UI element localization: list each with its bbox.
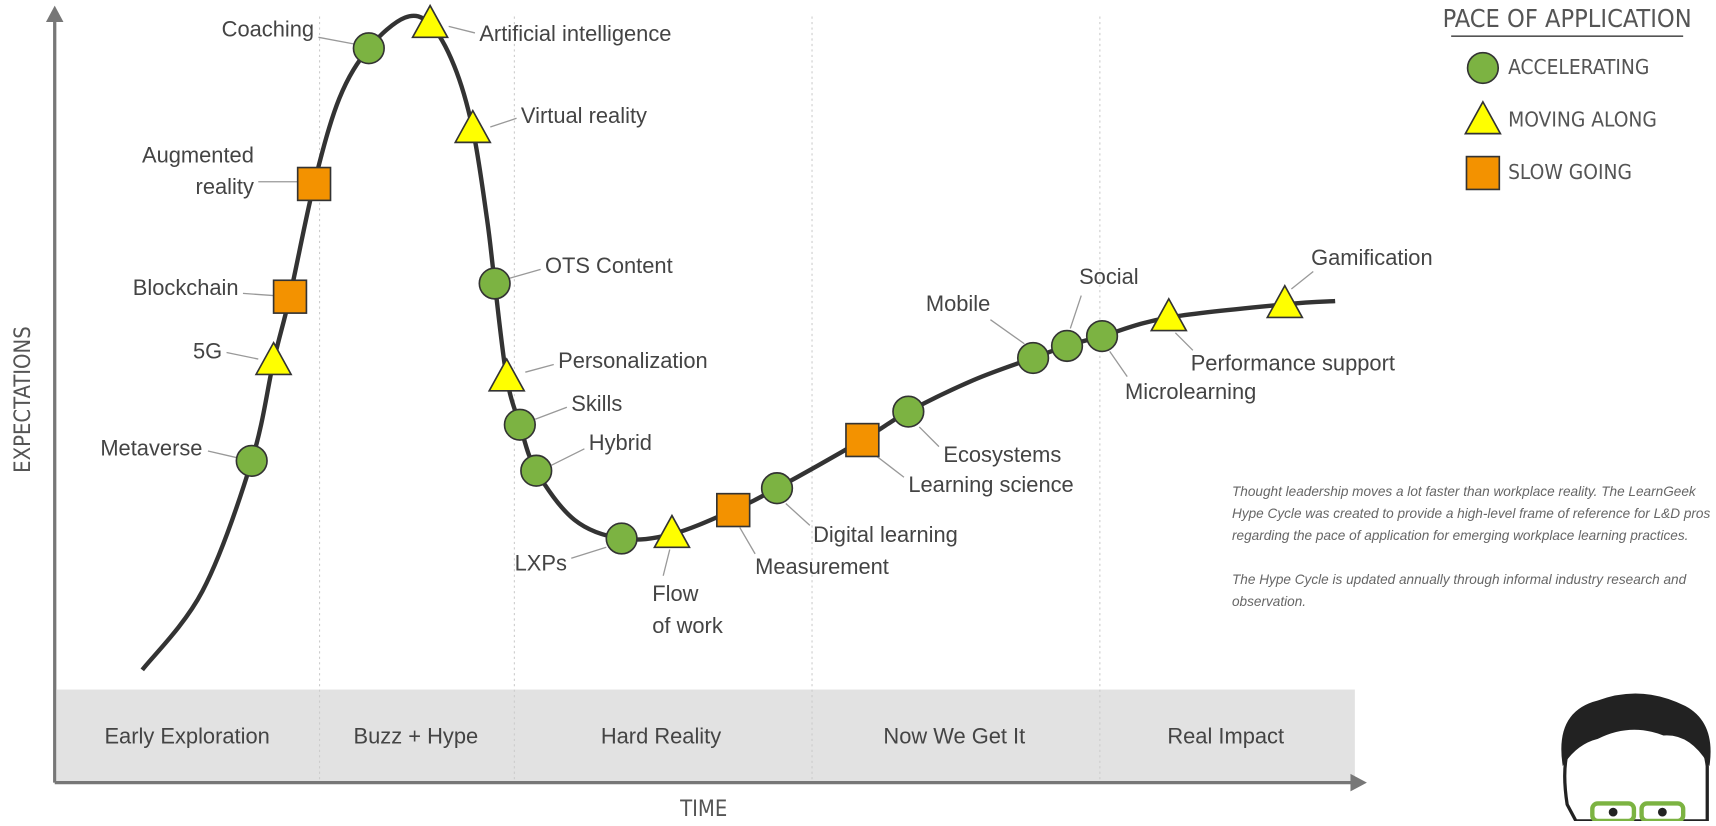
notes: Thought leadership moves a lot faster th…	[1232, 481, 1716, 635]
y-axis-label: EXPECTATIONS	[11, 326, 36, 473]
leader-line	[785, 503, 811, 526]
legend-marker	[1463, 100, 1502, 135]
node-label: Hybrid	[589, 430, 652, 455]
leader-line	[242, 292, 274, 297]
leader-line	[1069, 295, 1082, 329]
node-marker	[520, 454, 553, 487]
leader-line	[509, 268, 541, 279]
phase-band	[56, 689, 1355, 783]
leader-line	[207, 450, 237, 459]
hype-curve	[140, 13, 1336, 672]
leader-line	[318, 36, 354, 45]
legend-marker	[1465, 155, 1501, 191]
phase-label: Hard Reality	[601, 724, 721, 749]
leader-line	[226, 351, 259, 360]
node-label: Metaverse	[100, 436, 202, 461]
node-marker	[352, 32, 385, 65]
node-marker	[411, 3, 449, 39]
leader-line	[448, 25, 476, 34]
node-label: OTS Content	[545, 253, 673, 278]
node-marker	[1016, 341, 1050, 375]
leader-line	[1174, 332, 1194, 351]
node-marker	[845, 422, 880, 458]
node-marker	[453, 108, 492, 144]
node-marker	[272, 279, 308, 314]
legend-label: MOVING ALONG	[1508, 107, 1657, 131]
leader-line	[534, 406, 568, 420]
node-label: Artificial intelligence	[479, 21, 671, 46]
leader-line	[490, 117, 517, 128]
legend-marker	[1466, 51, 1500, 85]
leader-line	[990, 319, 1025, 345]
node-label: 5G	[193, 338, 222, 363]
node-marker	[478, 267, 511, 300]
phase-label: Buzz + Hype	[354, 724, 479, 749]
leader-line	[1109, 351, 1128, 377]
node-marker	[487, 357, 526, 392]
note: The Hype Cycle is updated annually throu…	[1232, 572, 1687, 609]
node-marker	[760, 472, 794, 505]
node-label: Gamification	[1311, 245, 1433, 270]
note: Thought leadership moves a lot faster th…	[1232, 484, 1711, 543]
y-arrow	[45, 5, 64, 22]
node-marker	[1085, 319, 1119, 353]
node-marker	[653, 513, 691, 549]
x-axis-label: TIME	[679, 797, 727, 821]
node-label: Blockchain	[133, 275, 239, 300]
node-label: of work	[652, 613, 723, 638]
node-label: Skills	[571, 391, 622, 416]
node-marker	[892, 395, 925, 428]
node-marker	[296, 166, 332, 202]
leader-line	[875, 454, 905, 478]
node-label: Learning science	[908, 472, 1073, 497]
x-arrow	[1350, 773, 1367, 792]
node-marker	[605, 522, 638, 555]
node-marker	[1265, 284, 1304, 319]
leader-line	[551, 448, 585, 466]
phase-label: Real Impact	[1167, 724, 1284, 749]
node-marker	[235, 444, 268, 477]
node-label: Microlearning	[1125, 379, 1256, 404]
node-label: Mobile	[926, 291, 990, 316]
leader-line	[1290, 271, 1314, 290]
node-label: LXPs	[515, 551, 567, 576]
node-marker	[716, 492, 751, 528]
node-label: Virtual reality	[521, 103, 647, 128]
node-marker	[503, 408, 536, 441]
legend-label: ACCELERATING	[1508, 55, 1649, 79]
node-label: Measurement	[755, 554, 889, 579]
node-label: Ecosystems	[943, 442, 1061, 467]
node-label: Performance support	[1191, 350, 1395, 375]
node-label: Digital learning	[813, 522, 958, 547]
legend-label: SLOW GOING	[1508, 160, 1632, 184]
leader-line	[739, 527, 756, 555]
leader-line	[525, 363, 554, 373]
leader-line	[662, 549, 671, 576]
legend-title: PACE OF APPLICATION	[1443, 4, 1692, 33]
node-marker	[254, 340, 293, 376]
node-label: reality	[196, 174, 254, 199]
node-label: Coaching	[222, 17, 314, 42]
phase-label: Now We Get It	[883, 724, 1025, 749]
node-marker	[1050, 329, 1084, 363]
node-label: Personalization	[558, 348, 708, 373]
face-icon	[1561, 693, 1711, 824]
node-label: Flow	[652, 581, 698, 606]
leader-line	[918, 426, 940, 448]
phase-label: Early Exploration	[104, 724, 269, 749]
node-marker	[1149, 297, 1188, 332]
node-label: Augmented	[142, 142, 254, 167]
node-label: Social	[1079, 264, 1139, 289]
leader-line	[571, 546, 607, 559]
